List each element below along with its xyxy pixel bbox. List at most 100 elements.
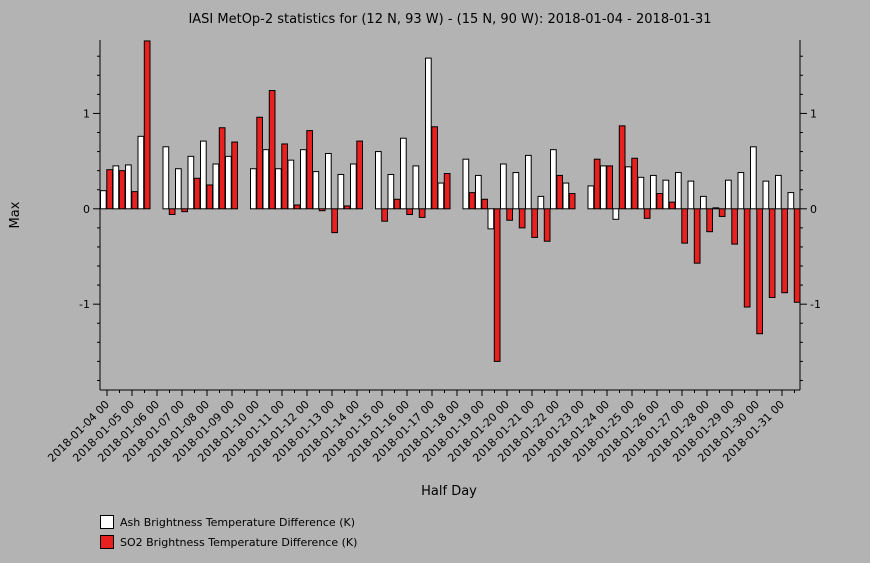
ash-bar: [137, 135, 145, 210]
so2-bar: [543, 208, 551, 242]
y-tick-label-right: 0: [810, 203, 817, 216]
ash-bar: [300, 149, 307, 210]
ash-bar: [262, 149, 270, 210]
ash-bar: [412, 165, 420, 210]
so2-bar: [418, 208, 426, 218]
so2-bar: [143, 40, 151, 210]
so2-bar: [668, 201, 676, 210]
y-tick-label-right: -1: [810, 298, 821, 311]
so2-bar: [506, 208, 513, 221]
chart-title: IASI MetOp-2 statistics for (12 N, 93 W)…: [188, 12, 711, 27]
ash-bar: [775, 174, 782, 210]
ash-bar: [737, 172, 745, 210]
ash-bar: [425, 57, 432, 210]
legend-item-so2: SO2 Brightness Temperature Difference (K…: [100, 532, 357, 552]
ash-bar: [312, 171, 320, 210]
so2-bar: [431, 126, 438, 210]
y-tick-label-right: 1: [810, 107, 817, 120]
so2-bar: [293, 204, 301, 210]
ash-bar: [600, 165, 607, 210]
so2-bar: [118, 170, 126, 210]
y-tick-label-left: -1: [79, 298, 90, 311]
so2-bar: [631, 157, 638, 210]
ash-bar: [350, 163, 357, 210]
ash-bar: [225, 155, 232, 210]
ash-bar: [562, 182, 570, 210]
ash-bar: [100, 190, 107, 210]
so2-bar: [468, 192, 476, 210]
so2-bar: [443, 173, 451, 210]
ash-bar: [612, 208, 620, 220]
ash-bar: [212, 163, 220, 210]
so2-bar: [306, 130, 313, 210]
so2-bar: [606, 165, 613, 210]
ash-bar: [750, 146, 757, 210]
so2-bar: [406, 208, 413, 216]
legend: Ash Brightness Temperature Difference (K…: [100, 512, 357, 552]
ash-bar: [512, 172, 520, 210]
ash-bar: [162, 146, 170, 210]
ash-bar: [712, 207, 720, 210]
ash-bar: [637, 176, 645, 210]
so2-bar: [256, 116, 263, 210]
so2-bar: [193, 177, 201, 210]
so2-bar: [281, 143, 288, 210]
so2-bar: [793, 208, 801, 303]
ash-bar: [662, 179, 670, 210]
ash-bar: [625, 166, 632, 210]
so2-bar: [381, 208, 388, 222]
so2-bar: [743, 208, 751, 308]
ash-bar: [175, 168, 182, 210]
so2-bar: [568, 193, 576, 210]
x-axis-label: Half Day: [421, 484, 477, 499]
ash-bar: [437, 182, 445, 210]
so2-bar: [681, 208, 688, 244]
so2-bar: [518, 208, 526, 229]
so2-bar: [181, 208, 189, 213]
ash-bar: [375, 151, 382, 210]
so2-bar: [643, 208, 651, 219]
so2-bar: [656, 193, 663, 210]
so2-bar: [131, 191, 139, 210]
ash-bar: [762, 180, 770, 210]
bars-group: [100, 40, 801, 362]
ash-bar: [325, 152, 332, 210]
so2-bar: [693, 208, 701, 264]
ash-bar: [587, 185, 595, 210]
ash-bar: [250, 168, 257, 210]
legend-swatch-so2: [100, 535, 114, 549]
ash-bar: [525, 154, 532, 210]
so2-bar: [593, 158, 601, 210]
so2-bar: [231, 141, 239, 210]
ash-bar: [112, 165, 120, 210]
ash-bar: [487, 208, 495, 230]
ash-bar: [475, 174, 482, 210]
ash-bar: [675, 172, 682, 210]
ash-bar: [725, 179, 732, 210]
ash-bar: [550, 149, 557, 210]
ash-bar: [687, 180, 695, 210]
so2-bar: [781, 208, 788, 294]
legend-item-ash: Ash Brightness Temperature Difference (K…: [100, 512, 357, 532]
y-tick-label-left: 0: [83, 203, 90, 216]
so2-bar: [268, 90, 276, 210]
ash-bar: [387, 173, 395, 210]
ash-bar: [650, 174, 657, 210]
so2-bar: [318, 208, 326, 212]
so2-bar: [481, 198, 488, 210]
so2-bar: [218, 127, 226, 210]
so2-bar: [756, 208, 763, 335]
legend-label-so2: SO2 Brightness Temperature Difference (K…: [120, 535, 358, 549]
so2-bar: [356, 140, 363, 210]
y-axis-label: Max: [8, 201, 23, 228]
ash-bar: [787, 192, 795, 210]
ash-bar: [537, 195, 545, 210]
legend-label-ash: Ash Brightness Temperature Difference (K…: [120, 515, 355, 529]
so2-bar: [331, 208, 338, 234]
ash-bar: [275, 168, 282, 210]
ash-bar: [187, 155, 195, 210]
so2-bar: [731, 208, 738, 245]
ash-bar: [337, 173, 345, 210]
